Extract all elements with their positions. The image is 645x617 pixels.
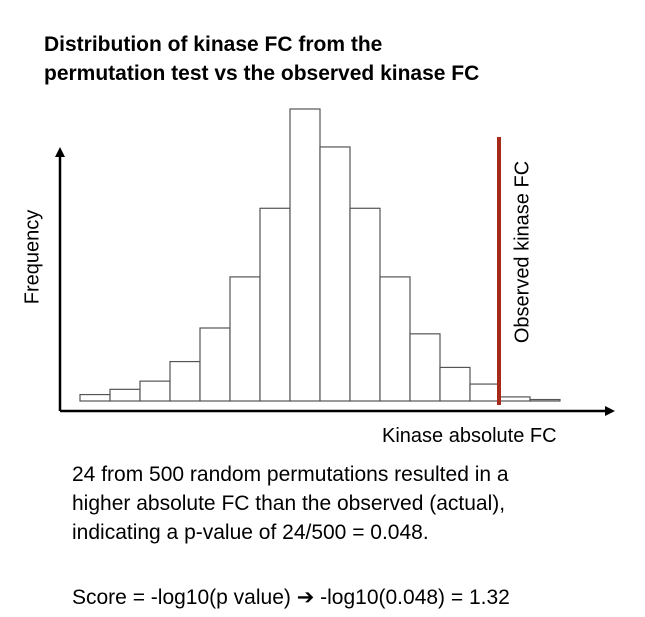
histogram-bar: [379, 276, 411, 402]
permutation-explanation: 24 from 500 random permutations resulted…: [72, 460, 632, 547]
chart-title-line-1: Distribution of kinase FC from the: [44, 33, 383, 56]
histogram-bar: [289, 108, 321, 402]
histogram-bar: [439, 366, 471, 402]
histogram-bar: [529, 398, 561, 402]
histogram-bar: [409, 333, 441, 402]
explanation-line-1: 24 from 500 random permutations resulted…: [72, 463, 509, 486]
histogram-bar: [199, 327, 231, 402]
x-axis-label: Kinase absolute FC: [382, 425, 557, 447]
histogram-bar: [169, 360, 201, 402]
histogram-bar: [469, 383, 501, 402]
histogram-bar: [349, 207, 381, 402]
y-axis-label: Frequency: [21, 209, 44, 305]
histogram-bars: [79, 108, 561, 402]
observed-line-label: Observed kinase FC: [511, 160, 534, 344]
explanation-line-3: indicating a p-value of 24/500 = 0.048.: [72, 521, 429, 544]
score-formula: Score = -log10(p value) ➔ -log10(0.048) …: [72, 586, 510, 609]
histogram-bar: [109, 388, 141, 402]
histogram-bar: [139, 380, 171, 402]
histogram-bar: [79, 393, 111, 402]
explanation-line-2: higher absolute FC than the observed (ac…: [72, 492, 506, 515]
histogram-bar: [229, 276, 261, 402]
histogram-bar: [319, 146, 351, 402]
chart-title: Distribution of kinase FC from the permu…: [44, 30, 604, 88]
histogram-bar: [499, 396, 531, 402]
histogram-bar: [259, 207, 291, 402]
chart-title-line-2: permutation test vs the observed kinase …: [44, 62, 480, 85]
